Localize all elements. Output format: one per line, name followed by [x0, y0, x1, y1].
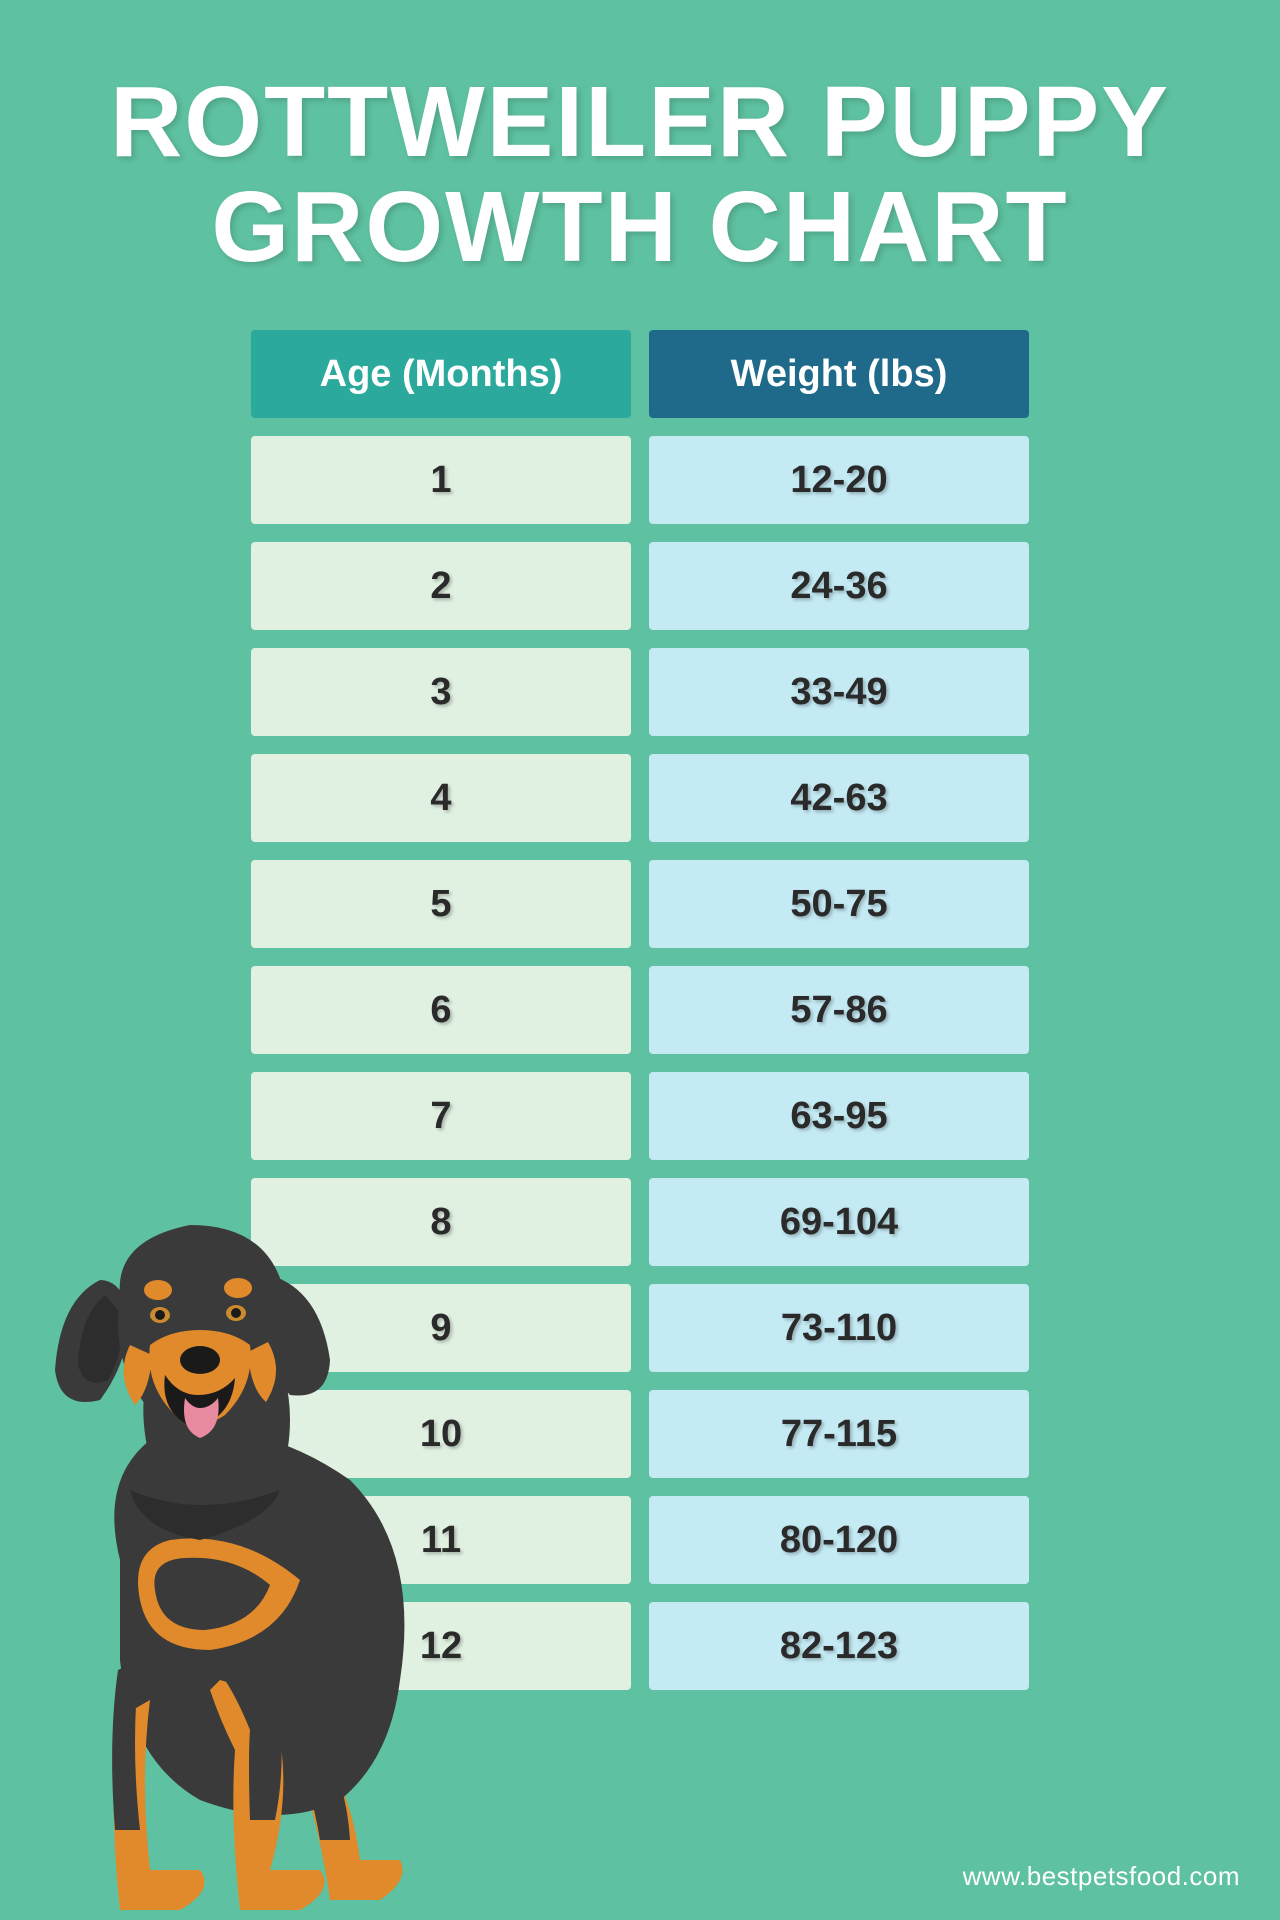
table-cell: 11 [251, 1496, 631, 1584]
table-cell: 80-120 [649, 1496, 1029, 1584]
table-cell: 2 [251, 542, 631, 630]
table-cell: 6 [251, 966, 631, 1054]
table-cell: 5 [251, 860, 631, 948]
table-cell: 24-36 [649, 542, 1029, 630]
table-cell: 10 [251, 1390, 631, 1478]
footer-url: www.bestpetsfood.com [963, 1861, 1240, 1892]
table-cell: 8 [251, 1178, 631, 1266]
table-cell: 9 [251, 1284, 631, 1372]
column-header: Age (Months) [251, 330, 631, 418]
table-cell: 82-123 [649, 1602, 1029, 1690]
table-cell: 7 [251, 1072, 631, 1160]
table-cell: 50-75 [649, 860, 1029, 948]
table-cell: 42-63 [649, 754, 1029, 842]
table-cell: 1 [251, 436, 631, 524]
growth-table: Age (Months)123456789101112 Weight (lbs)… [0, 330, 1280, 1690]
table-cell: 73-110 [649, 1284, 1029, 1372]
table-cell: 77-115 [649, 1390, 1029, 1478]
table-cell: 12 [251, 1602, 631, 1690]
page-title: ROTTWEILER PUPPY GROWTH CHART [0, 0, 1280, 280]
table-cell: 4 [251, 754, 631, 842]
title-line-1: ROTTWEILER PUPPY [110, 66, 1170, 178]
age-column: Age (Months)123456789101112 [251, 330, 631, 1690]
table-cell: 63-95 [649, 1072, 1029, 1160]
column-header: Weight (lbs) [649, 330, 1029, 418]
title-line-2: GROWTH CHART [211, 171, 1068, 283]
table-cell: 33-49 [649, 648, 1029, 736]
table-cell: 57-86 [649, 966, 1029, 1054]
weight-column: Weight (lbs) 12-20 24-36 33-49 42-63 50-75 57-… [649, 330, 1029, 1690]
table-cell: 12-20 [649, 436, 1029, 524]
table-cell: 69-104 [649, 1178, 1029, 1266]
table-cell: 3 [251, 648, 631, 736]
